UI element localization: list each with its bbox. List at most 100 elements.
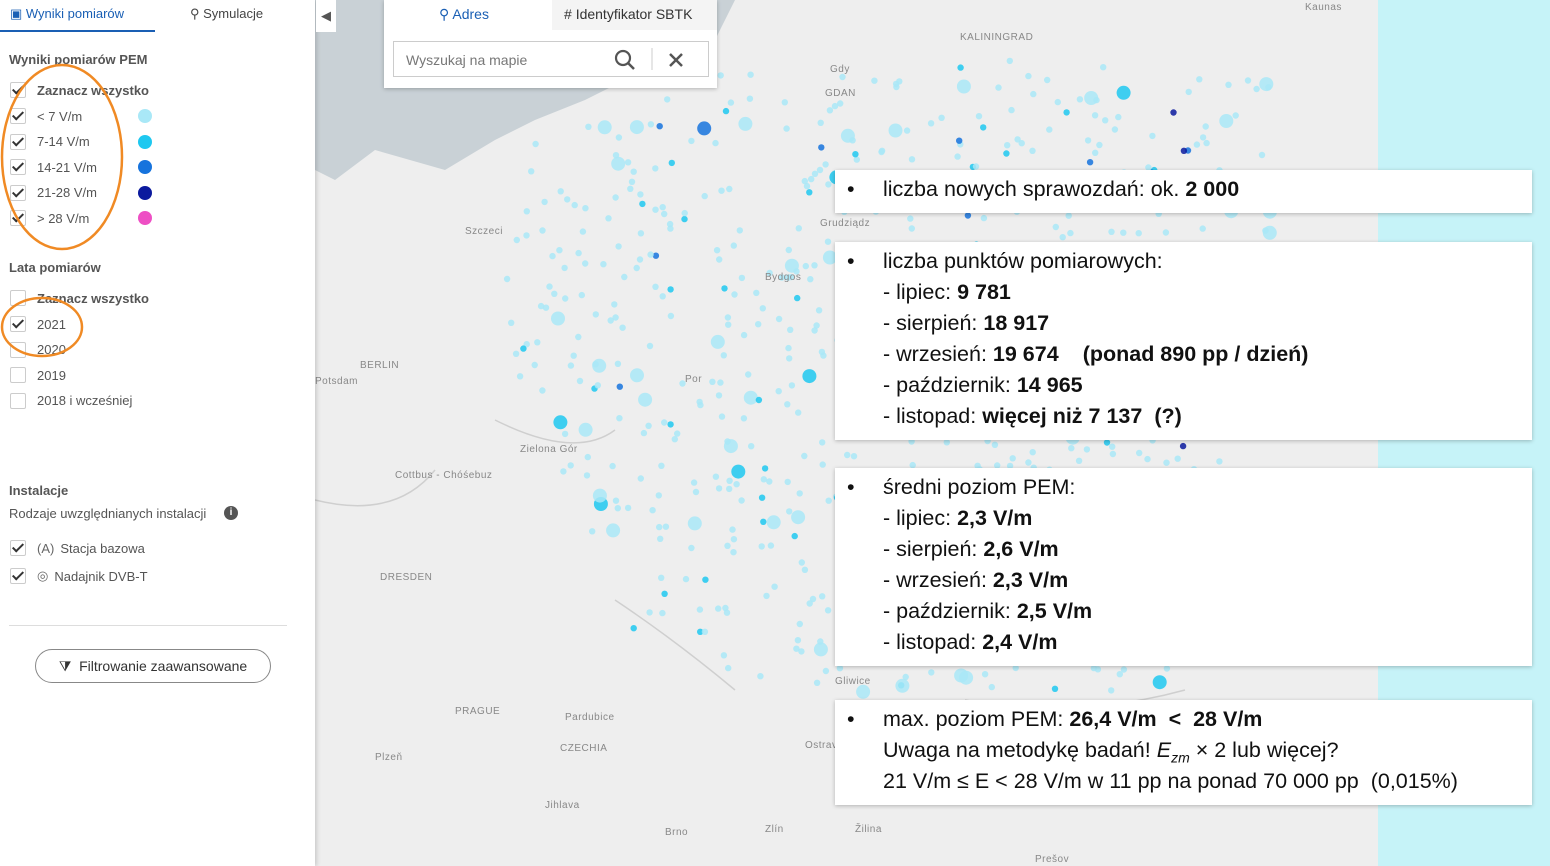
checkbox-row[interactable]: ◎ Nadajnik DVB-T: [10, 566, 148, 586]
map-marker: [615, 134, 623, 141]
checkbox-row[interactable]: (A) Stacja bazowa: [10, 538, 145, 558]
map-marker: [895, 678, 910, 693]
map-marker: [656, 123, 663, 130]
map-marker: [785, 344, 792, 352]
tab-sim[interactable]: ⚲ Symulacje: [190, 6, 264, 21]
map-marker: [575, 249, 582, 257]
search-tab[interactable]: ⚲ Adres: [439, 6, 489, 22]
map-marker: [964, 212, 972, 219]
checkbox-row[interactable]: 2018 i wcześniej: [10, 391, 132, 411]
text-segment: - sierpień:: [883, 311, 984, 335]
map-marker: [534, 339, 541, 346]
map-marker: [564, 196, 571, 203]
map-marker: [661, 419, 668, 426]
map-marker: [909, 461, 916, 469]
tab-results[interactable]: ▣ Wyniki pomiarów: [10, 6, 125, 21]
map-marker: [556, 247, 563, 254]
map-marker: [549, 252, 556, 260]
map-marker: [956, 79, 971, 94]
text-segment: - listopad:: [883, 630, 983, 654]
map-marker: [755, 321, 762, 328]
map-marker: [738, 116, 753, 131]
map-marker: [567, 462, 574, 469]
map-marker: [668, 159, 675, 167]
map-marker: [1025, 459, 1032, 466]
map-marker: [523, 208, 530, 215]
map-marker: [743, 390, 758, 405]
checkbox-row[interactable]: 2021: [10, 314, 66, 334]
map-label: CZECHIA: [560, 743, 607, 754]
map-label: Zlín: [765, 824, 784, 835]
map-marker: [713, 247, 721, 254]
checkbox-row[interactable]: 14-21 V/m: [10, 157, 97, 177]
map-marker: [639, 200, 646, 208]
checkbox-row[interactable]: 2020: [10, 340, 66, 360]
checkbox-row[interactable]: 21-28 V/m: [10, 183, 97, 203]
search-input[interactable]: Wyszukaj na mapie: [393, 41, 709, 77]
map-marker: [1170, 109, 1177, 116]
map-marker: [697, 121, 712, 136]
map-marker: [1145, 164, 1152, 171]
filter-button[interactable]: ⧩ Filtrowanie zaawansowane: [35, 649, 271, 683]
map-marker: [523, 232, 530, 239]
map-marker: [1216, 458, 1223, 465]
map-marker: [763, 592, 770, 600]
map-marker: [811, 327, 818, 334]
text-segment: 2,6 V/m: [983, 537, 1059, 561]
checkbox-row[interactable]: > 28 V/m: [10, 208, 89, 228]
checkbox-row[interactable]: Zaznacz wszystko: [10, 80, 149, 100]
map-marker: [712, 473, 720, 480]
map-marker: [716, 256, 723, 263]
map-marker: [849, 137, 856, 144]
map-label: Plzeň: [375, 752, 403, 763]
text-line: - październik: 14 965: [883, 370, 1532, 401]
map-marker: [508, 319, 515, 326]
map-marker: [621, 273, 628, 281]
map-marker: [975, 113, 983, 120]
map-marker: [718, 187, 725, 194]
info-box: • max. poziom PEM: 26,4 V/m < 28 V/m Uwaga…: [835, 700, 1532, 805]
legend-swatch: [138, 185, 152, 200]
map-marker: [612, 497, 620, 504]
bullet: •: [847, 475, 855, 499]
tab-label: Symulacje: [203, 6, 264, 21]
map-marker: [616, 383, 623, 390]
map-marker: [725, 664, 732, 672]
text-segment: 9 781: [957, 280, 1011, 304]
text-segment: zm: [1171, 749, 1190, 766]
text-segment: Uwaga na metodykę badań!: [883, 738, 1157, 762]
checkbox-row[interactable]: 7-14 V/m: [10, 132, 90, 152]
text-line: - sierpień: 18 917: [883, 308, 1532, 339]
map-marker: [520, 345, 527, 352]
map-marker: [871, 77, 878, 84]
map-marker: [856, 684, 871, 699]
checkbox-row[interactable]: Zaznacz wszystko: [10, 288, 149, 308]
map-marker: [1051, 685, 1059, 692]
map-marker: [1136, 449, 1143, 457]
map-marker: [637, 475, 644, 482]
map-marker: [791, 532, 798, 540]
border: [315, 419, 1186, 709]
text-segment: średni poziom PEM:: [883, 475, 1076, 499]
text-line: Uwaga na metodykę badań! Ezm × 2 lub wię…: [883, 735, 1532, 766]
checkbox-row[interactable]: < 7 V/m: [10, 106, 82, 126]
map-marker: [1116, 671, 1123, 678]
map-marker: [1030, 90, 1037, 98]
search-tab[interactable]: # Identyfikator SBTK: [564, 6, 693, 22]
map-marker: [692, 488, 700, 496]
map-marker: [1092, 149, 1099, 156]
map-marker: [1075, 457, 1083, 464]
map-marker: [766, 478, 773, 485]
map-marker: [1067, 229, 1074, 237]
map-marker: [619, 324, 626, 331]
map-marker: [629, 120, 644, 135]
map-marker: [561, 264, 568, 272]
text-segment: 2,3 V/m: [992, 568, 1069, 592]
map-marker: [1258, 151, 1266, 159]
map-marker: [682, 575, 690, 583]
collapse-button[interactable]: ◀: [316, 0, 336, 32]
button-label: Filtrowanie zaawansowane: [79, 658, 248, 674]
map-marker: [614, 360, 622, 367]
checkbox-row[interactable]: 2019: [10, 365, 66, 385]
map-marker: [512, 350, 520, 357]
